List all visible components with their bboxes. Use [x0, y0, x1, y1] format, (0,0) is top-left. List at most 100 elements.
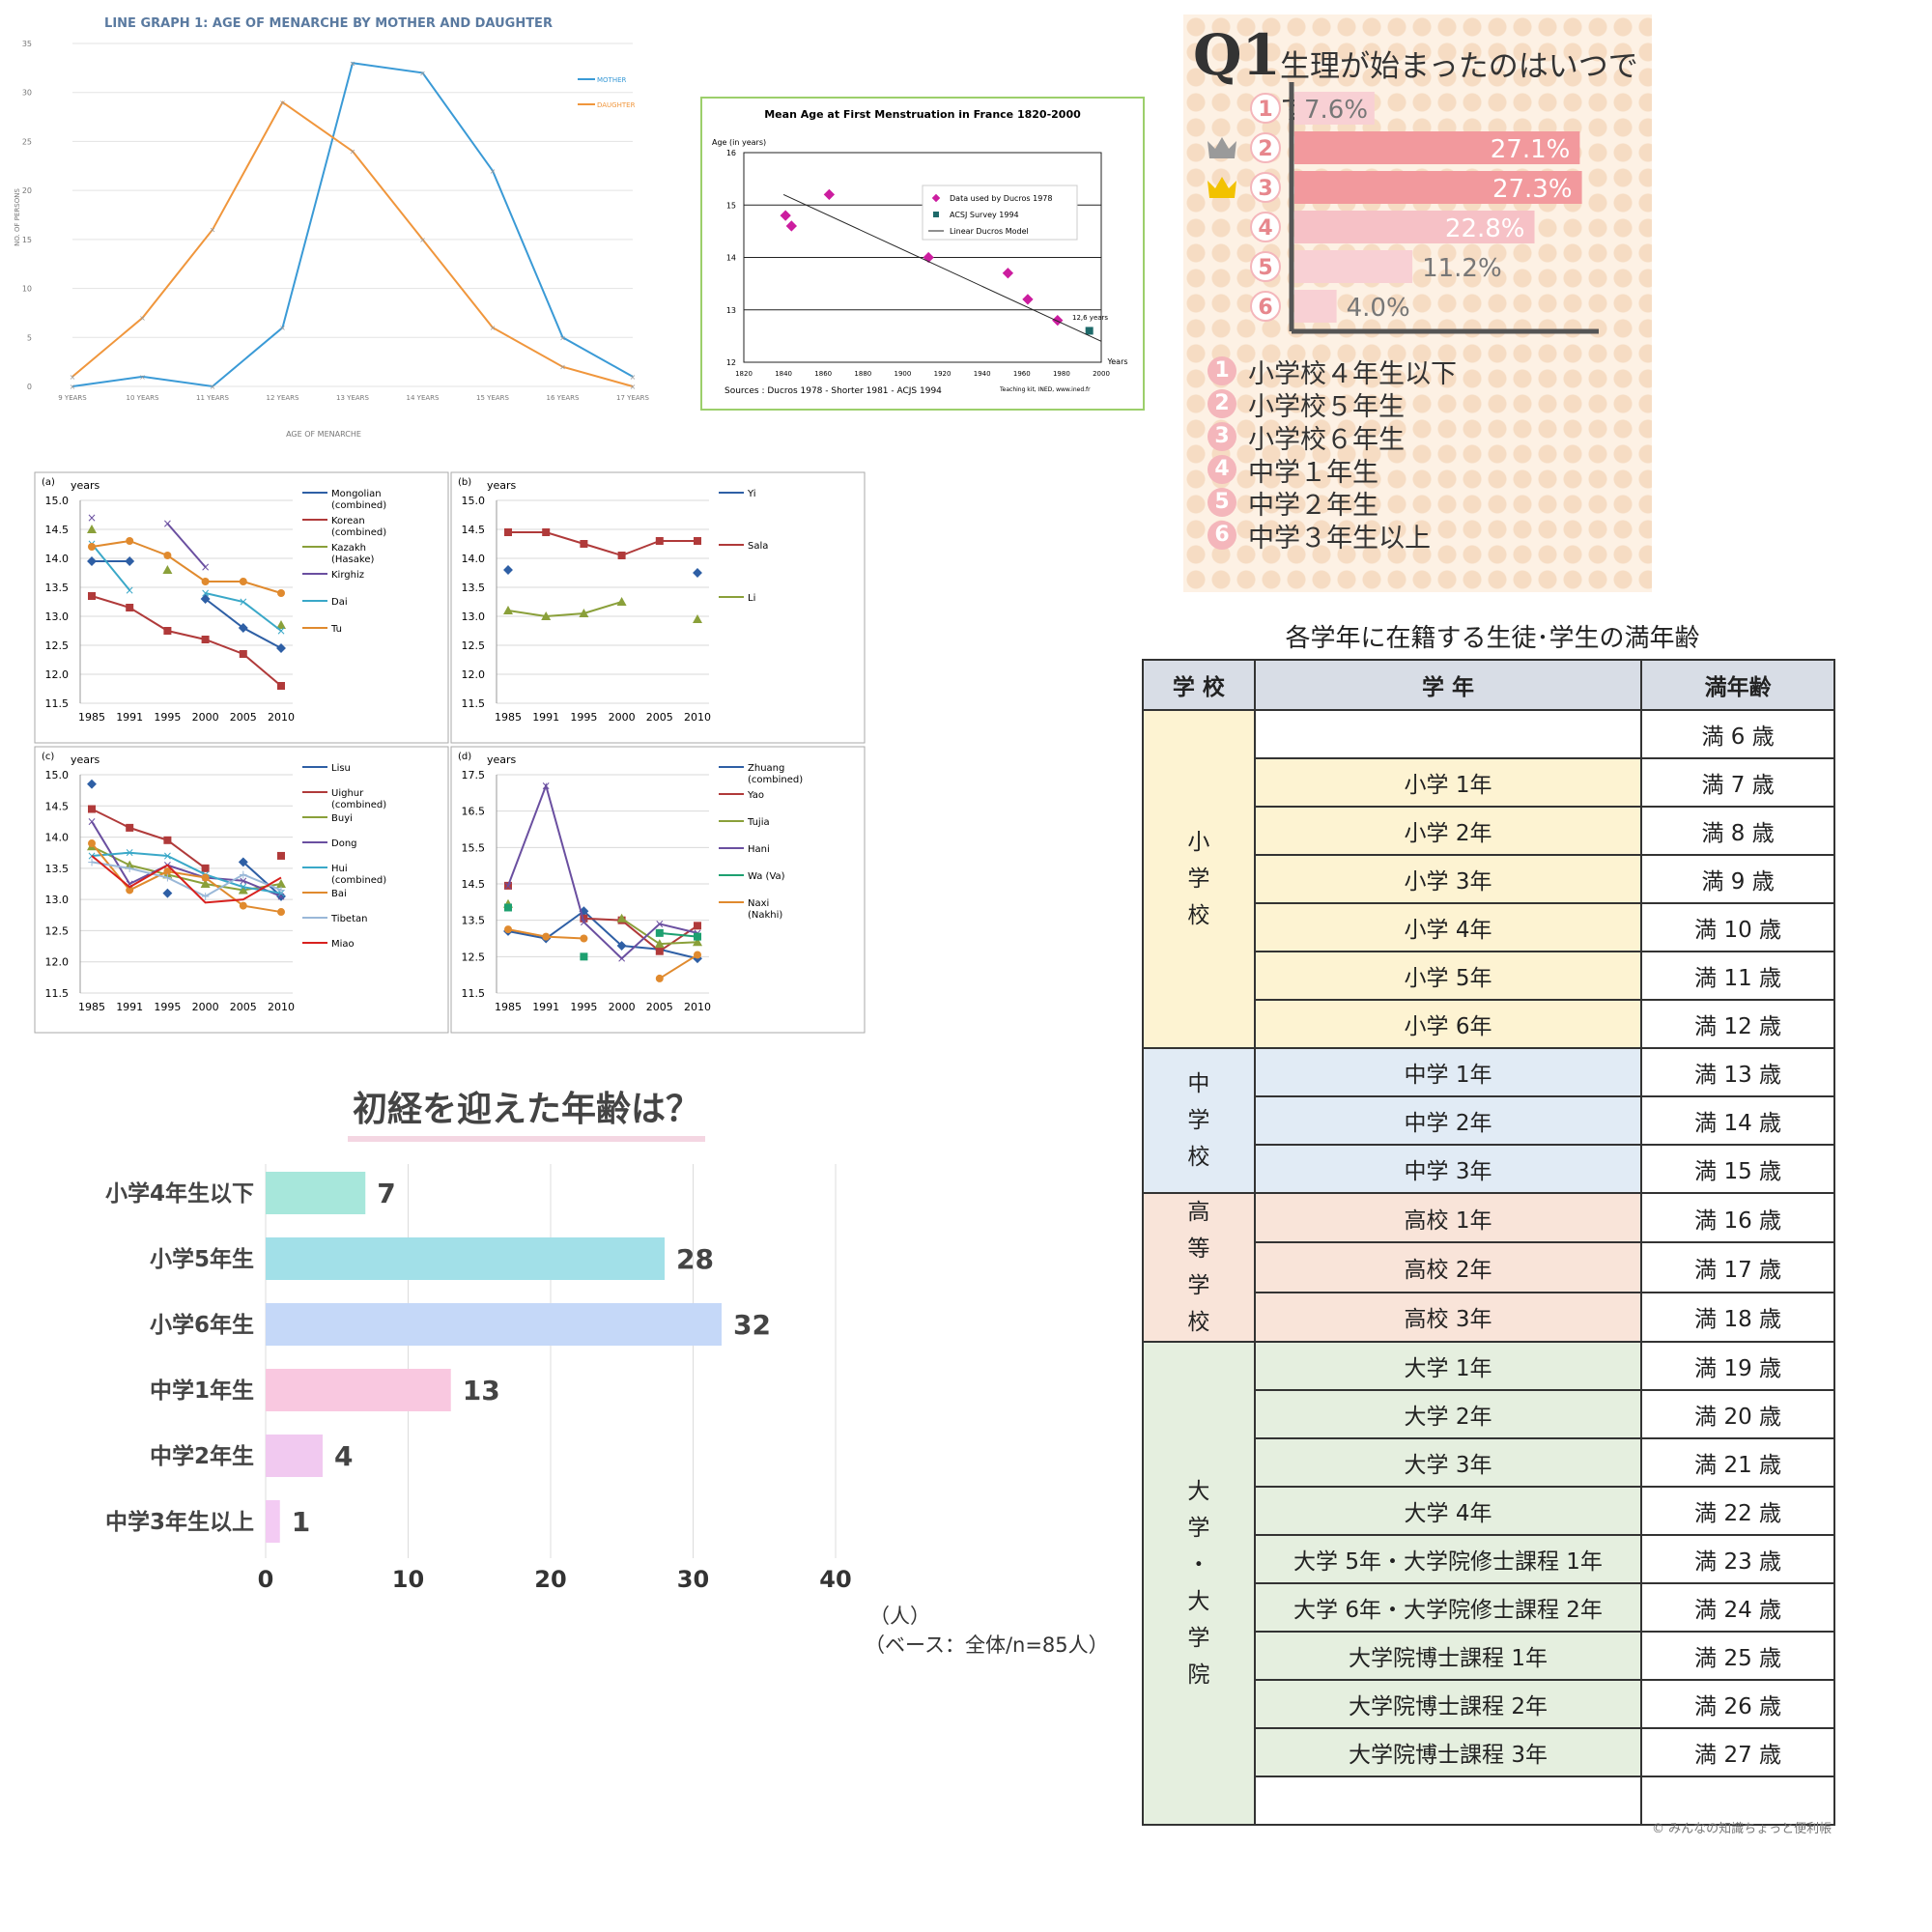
data-point: [87, 525, 97, 533]
x-tick-label: 30: [677, 1566, 709, 1593]
data-point: +: [87, 855, 97, 868]
y-tick-label: 11.5: [462, 987, 486, 1000]
panel-label: (a): [42, 477, 55, 488]
data-point-daughter: ×: [139, 314, 146, 323]
data-point-mother: ×: [279, 324, 286, 332]
y-axis-label: years: [487, 479, 517, 492]
data-point: +: [125, 862, 134, 875]
panel-label: (b): [458, 477, 471, 488]
x-tick-label: 10 YEARS: [127, 394, 159, 402]
x-tick-label: 2000: [192, 1001, 219, 1013]
q1-legend-label: 中学３年生以上: [1248, 523, 1431, 554]
series-line: [91, 820, 282, 897]
data-point: [88, 839, 96, 848]
y-tick-label: 12.5: [462, 951, 486, 963]
y-tick-label: 14.5: [462, 878, 486, 891]
data-point: ×: [276, 890, 286, 903]
data-label: 1: [292, 1506, 310, 1538]
y-tick-label: 14.0: [462, 553, 486, 565]
grade-cell: 小学 2年: [1253, 806, 1643, 856]
school-name-cell: 大学・大学院: [1142, 1341, 1256, 1826]
silver-crown-icon: [1208, 137, 1236, 158]
x-tick-label: 2010: [268, 1001, 295, 1013]
data-label: 22.8%: [1445, 214, 1525, 243]
legend-box: [922, 185, 1078, 241]
age-cell: 満 18 歳: [1640, 1291, 1835, 1344]
data-label: 27.3%: [1492, 175, 1573, 204]
series-line: [659, 953, 698, 980]
q1-label: Q1: [1193, 22, 1281, 88]
school-name-cell: 中学校: [1142, 1047, 1256, 1194]
data-point: [87, 556, 97, 566]
data-point: [88, 805, 96, 813]
age-cell: 満 8 歳: [1640, 806, 1835, 856]
legend-label: Tu: [330, 624, 342, 635]
x-tick-label: 2000: [609, 711, 636, 724]
series-line: [91, 855, 282, 904]
mother-daughter-line-chart: LINE GRAPH 1: AGE OF MENARCHE BY MOTHER …: [14, 16, 650, 439]
data-point-daughter: ×: [490, 324, 497, 332]
data-point: [125, 556, 135, 566]
data-point: ×: [125, 877, 134, 891]
x-tick-label: 2000: [609, 1001, 636, 1013]
x-tick-label: 13 YEARS: [336, 394, 369, 402]
data-point: [617, 552, 626, 559]
y-tick-label: 15.0: [45, 769, 70, 781]
q1-legend-item: 1 小学校４年生以下: [1208, 355, 1457, 389]
data-point: ×: [239, 874, 248, 888]
rank-badge: [1250, 132, 1281, 163]
data-point: [655, 928, 664, 937]
data-point-mother: ×: [350, 59, 356, 68]
q1-legend-number: 6: [1208, 521, 1236, 550]
age-cell: 満 20 歳: [1640, 1389, 1835, 1439]
data-point: ×: [503, 879, 513, 893]
grade-cell: 小学 6年: [1253, 999, 1643, 1049]
unit-label: （人）: [869, 1605, 930, 1628]
table-title: 各学年に在籍する生徒･学生の満年齢: [1285, 624, 1700, 653]
q1-legend-item: 3 小学校６年生: [1208, 420, 1457, 455]
title-underline: [348, 1136, 705, 1142]
data-point: [276, 643, 286, 653]
data-point: [277, 908, 285, 917]
x-tick-label: 16 YEARS: [547, 394, 580, 402]
x-tick-label: 10: [392, 1566, 424, 1593]
x-tick-label: 1995: [570, 1001, 597, 1013]
y-tick-label: 0: [27, 383, 32, 391]
legend-label: Wa (Va): [748, 871, 785, 882]
q1-legend-number: 1: [1208, 356, 1236, 385]
data-point: [504, 925, 512, 934]
data-point: [693, 568, 702, 578]
rank-badge: [1250, 291, 1281, 322]
data-point: [655, 947, 664, 955]
x-tick-label: 12 YEARS: [267, 394, 299, 402]
category-label: 1: [1258, 98, 1272, 122]
age-cell: 満 6 歳: [1640, 709, 1835, 759]
y-tick-label: 14.5: [45, 800, 70, 812]
grade-age-table: 学 校学 年満年齢小学校満 6 歳小学 1年満 7 歳小学 2年満 8 歳小学 …: [1142, 659, 1835, 1826]
age-cell: 満 27 歳: [1640, 1727, 1835, 1777]
grade-cell: 大学院博士課程 2年: [1253, 1679, 1643, 1729]
y-tick-label: 17.5: [462, 769, 486, 781]
grade-cell: [1253, 1776, 1643, 1826]
x-tick-label: 14 YEARS: [407, 394, 440, 402]
legend-label: Data used by Ducros 1978: [950, 194, 1053, 203]
x-tick-label: 1900: [895, 370, 912, 378]
x-tick-label: 9 YEARS: [58, 394, 87, 402]
school-name-char: 小: [1187, 830, 1210, 855]
y-tick-label: 13.5: [462, 915, 486, 927]
data-point: [541, 611, 552, 620]
y-tick-label: 12.0: [45, 668, 70, 681]
q1-legend-item: 5 中学２年生: [1208, 486, 1457, 521]
data-point: ×: [125, 583, 134, 597]
x-tick-label: 2000: [1093, 370, 1110, 378]
data-point: [88, 543, 96, 551]
y-tick-label: 14.0: [45, 832, 70, 844]
data-point: [580, 540, 588, 548]
y-tick-label: 10: [22, 285, 32, 294]
data-point: [277, 682, 285, 690]
age-cell: 満 24 歳: [1640, 1582, 1835, 1633]
bar-0: [266, 1172, 366, 1214]
y-tick-label: 25: [22, 137, 32, 146]
grade-cell: 大学院博士課程 3年: [1253, 1727, 1643, 1777]
category-label: 3: [1258, 177, 1272, 201]
